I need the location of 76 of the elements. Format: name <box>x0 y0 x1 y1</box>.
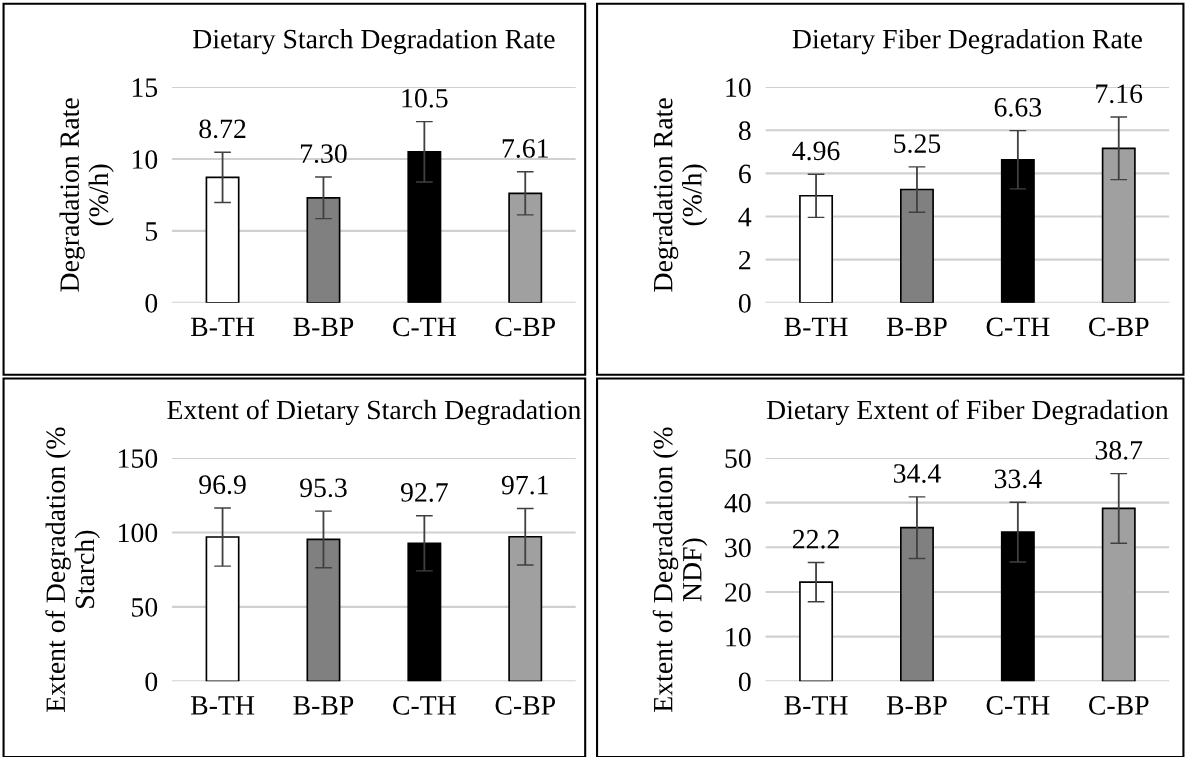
data-label: 97.1 <box>501 475 548 495</box>
data-label: 38.7 <box>1095 440 1143 460</box>
x-tick-label: B-BP <box>886 317 947 337</box>
bar <box>407 542 442 682</box>
data-label: 7.16 <box>1096 84 1143 104</box>
x-tick-label: C-BP <box>1089 317 1149 337</box>
data-label: 4.96 <box>792 141 840 161</box>
chart-title: Dietary Extent of Fiber Degradation <box>766 399 1169 426</box>
bar <box>508 535 543 682</box>
y-axis-title: Degradation Rate (%/h) <box>59 98 114 292</box>
data-label: 7.30 <box>300 144 347 164</box>
y-tick-label: 100 <box>119 523 158 543</box>
chart-title: Dietary Starch Degradation Rate <box>193 28 555 55</box>
data-label: 6.63 <box>994 97 1042 117</box>
bar <box>508 192 543 303</box>
y-tick-label: 8 <box>738 121 751 141</box>
x-tick-label: B-BP <box>293 696 354 715</box>
data-label: 95.3 <box>300 478 347 498</box>
x-tick-label: B-TH <box>190 696 255 715</box>
data-label: 34.4 <box>893 464 941 483</box>
y-tick-label: 5 <box>145 222 158 241</box>
y-tick-label: 6 <box>739 164 751 184</box>
y-tick-label: 50 <box>725 449 751 468</box>
y-tick-label: 10 <box>726 78 751 97</box>
data-label: 22.2 <box>792 529 839 549</box>
y-tick-label: 0 <box>145 293 158 313</box>
bar <box>899 526 934 682</box>
x-tick-label: B-BP <box>293 317 354 337</box>
x-tick-label: C-BP <box>495 317 556 337</box>
y-tick-label: 20 <box>725 583 751 602</box>
data-label: 33.4 <box>994 469 1042 489</box>
y-tick-label: 40 <box>724 493 751 513</box>
x-tick-label: B-BP <box>886 696 947 715</box>
y-tick-label: 10 <box>726 627 751 647</box>
x-tick-label: C-TH <box>986 696 1050 715</box>
bar <box>205 176 240 303</box>
y-tick-label: 15 <box>132 78 158 97</box>
x-tick-label: B-TH <box>784 317 848 337</box>
bar <box>1000 158 1035 303</box>
bar <box>799 581 834 682</box>
data-label: 92.7 <box>400 483 448 502</box>
chart-title: Dietary Fiber Degradation Rate <box>792 28 1142 55</box>
data-label: 5.25 <box>894 134 941 154</box>
data-label: 10.5 <box>402 88 448 108</box>
x-tick-label: C-TH <box>393 696 456 715</box>
bar <box>1101 507 1136 682</box>
x-tick-label: C-TH <box>393 317 456 337</box>
bar <box>899 188 934 303</box>
x-tick-label: C-BP <box>1089 696 1149 715</box>
data-label: 7.61 <box>502 139 548 158</box>
bar <box>1000 531 1035 682</box>
x-tick-label: B-TH <box>190 317 255 337</box>
data-label: 96.9 <box>199 475 246 495</box>
x-tick-label: C-TH <box>986 317 1050 337</box>
y-axis-title: Degradation Rate (%/h) <box>652 98 708 292</box>
chart-title: Extent of Dietary Starch Degradation <box>167 399 581 426</box>
x-tick-label: B-TH <box>784 696 848 715</box>
y-tick-label: 50 <box>132 598 158 617</box>
y-tick-label: 0 <box>738 293 751 313</box>
y-tick-label: 150 <box>119 449 158 468</box>
bar <box>205 536 240 682</box>
data-label: 8.72 <box>199 119 246 139</box>
y-tick-label: 0 <box>738 672 751 692</box>
y-tick-label: 10 <box>132 150 158 169</box>
y-axis-title: Extent of Degradation (% NDF) <box>652 427 708 712</box>
y-axis-title: Extent of Degradation (% Starch) <box>45 427 100 712</box>
bar <box>306 196 341 303</box>
y-tick-label: 4 <box>738 207 752 227</box>
bar <box>306 538 341 682</box>
y-tick-label: 30 <box>725 538 751 558</box>
bar <box>1101 147 1136 303</box>
y-tick-label: 0 <box>145 672 158 692</box>
y-tick-label: 2 <box>739 250 751 270</box>
bar <box>799 194 834 303</box>
bar <box>407 150 442 303</box>
x-tick-label: C-BP <box>495 696 556 715</box>
